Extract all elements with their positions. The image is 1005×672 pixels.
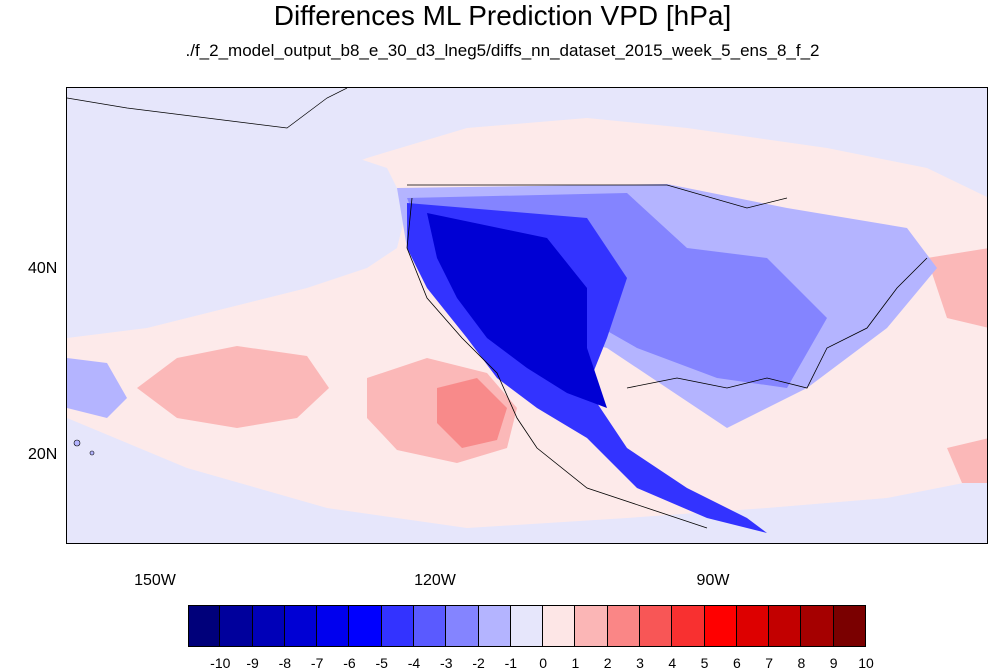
pink-atlantic [927,248,987,328]
colorbar-swatch [575,605,608,647]
colorbar-label: 5 [700,655,709,671]
colorbar-swatch [478,605,511,647]
border-us-canada [407,184,788,209]
hawaii-island [73,439,81,447]
light-blue-tropical-band [67,418,987,543]
colorbar-swatch [284,605,318,647]
pink-central-pacific [137,346,329,428]
colorbar-swatch [543,605,576,647]
colorbar-swatch [317,605,350,647]
colorbar-label: 9 [829,655,838,671]
colorbar-label: 10 [858,655,874,671]
light-blue-north-pacific [67,88,987,258]
coastline-gulf [626,257,928,389]
colorbar-swatch [510,605,544,647]
blue-ne-pacific-edge [67,358,127,418]
colorbar-swatch [769,605,802,647]
coastline-west [406,197,708,529]
colorbar-label: -1 [504,655,518,671]
colorbar-label: -6 [343,655,356,671]
colorbar-label: 8 [797,655,806,671]
colorbar-swatch [704,605,737,647]
colorbar-label: 4 [668,655,677,671]
colorbar-swatch [220,605,253,647]
colorbar-swatch [672,605,705,647]
xlabel-90w: 90W [696,572,730,589]
colorbar-label: -5 [375,655,388,671]
colorbar-label: -10 [210,655,231,671]
colorbar-swatch [188,605,221,647]
colorbar-swatch [349,605,382,647]
pink-baja-core [437,378,507,448]
colorbar-label: -8 [278,655,292,671]
vpd-difference-map [67,88,987,543]
colorbar-swatch [801,605,834,647]
colorbar-label: 6 [732,655,741,671]
colorbar-swatch [446,605,479,647]
colorbar-swatch [381,605,414,647]
map-subtitle: ./f_2_model_output_b8_e_30_d3_lneg5/diff… [185,41,820,60]
colorbar-label: 2 [603,655,612,671]
colorbar-swatch [640,605,673,647]
colorbar-label: -9 [246,655,259,671]
colorbar-label: 1 [571,655,580,671]
colorbar-swatch [252,605,285,647]
hawaii-island-2 [89,450,95,456]
colorbar-label: 3 [636,655,644,671]
coastline-alaska [67,88,348,129]
light-blue-west-band [67,148,407,338]
colorbar-swatch [736,605,770,647]
ylabel-40n: 40N [28,260,58,277]
colorbar [188,605,866,647]
blue-west-deep [427,213,607,408]
colorbar-swatch [414,605,447,647]
colorbar-swatch [607,605,640,647]
colorbar-label: -2 [472,655,485,671]
map-plot-area [66,87,988,544]
map-title: Differences ML Prediction VPD [hPa] [273,0,732,31]
colorbar-label: 0 [539,655,548,671]
xlabel-150w: 150W [134,572,176,589]
colorbar-label: -7 [310,655,324,671]
colorbar-label: 7 [765,655,774,671]
colorbar-label: -4 [407,655,421,671]
xlabel-120w: 120W [414,572,456,589]
ylabel-20n: 20N [28,446,58,463]
pink-caribbean [947,438,987,483]
colorbar-label: -3 [440,655,453,671]
colorbar-swatch [833,605,866,647]
